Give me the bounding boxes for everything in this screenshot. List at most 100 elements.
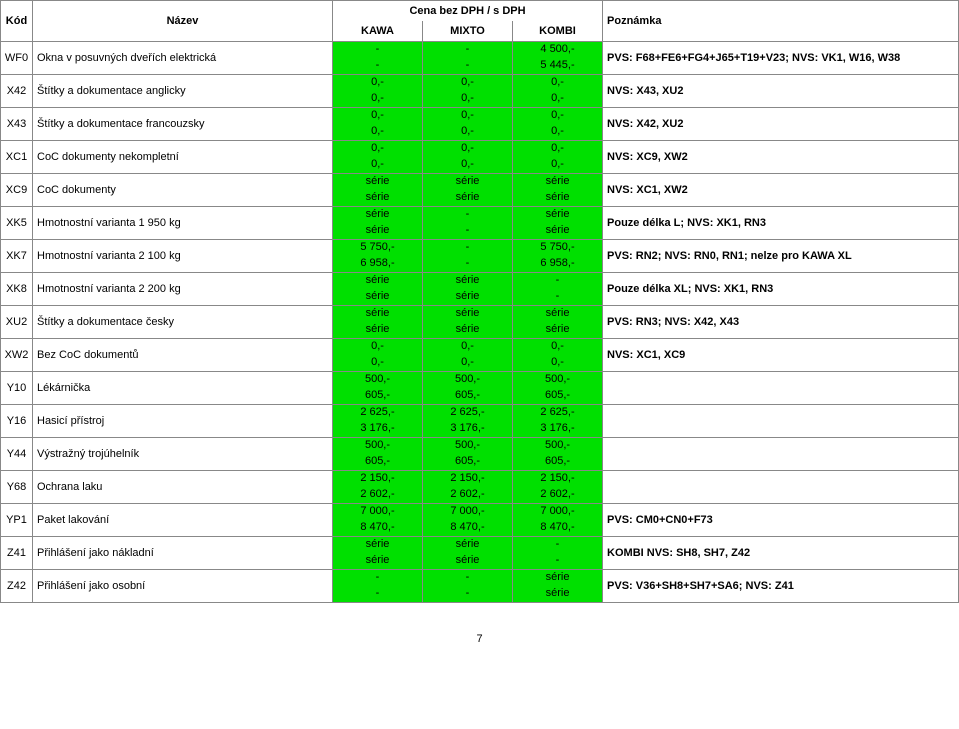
- page-number: 7: [0, 633, 959, 645]
- price-with-vat: 0,-: [333, 124, 422, 140]
- price-with-vat: série: [513, 223, 602, 239]
- price-no-vat: série: [513, 207, 602, 223]
- price-no-vat: -: [423, 240, 512, 256]
- price-no-vat: -: [513, 537, 602, 553]
- price-with-vat: série: [513, 586, 602, 602]
- cell-nazev: Hmotnostní varianta 1 950 kg: [33, 207, 333, 240]
- table-row: Z42Přihlášení jako osobní----sériesérieP…: [1, 570, 959, 603]
- cell-price-kombi: 2 150,-2 602,-: [513, 471, 603, 504]
- cell-kod: Z41: [1, 537, 33, 570]
- cell-nazev: CoC dokumenty nekompletní: [33, 141, 333, 174]
- price-with-vat: 0,-: [513, 91, 602, 107]
- price-with-vat: 8 470,-: [333, 520, 422, 536]
- cell-nazev: Štítky a dokumentace anglicky: [33, 75, 333, 108]
- price-with-vat: 0,-: [423, 91, 512, 107]
- table-row: XC1CoC dokumenty nekompletní0,-0,-0,-0,-…: [1, 141, 959, 174]
- cell-poznamka: KOMBI NVS: SH8, SH7, Z42: [603, 537, 959, 570]
- price-with-vat: 0,-: [513, 157, 602, 173]
- cell-poznamka: PVS: V36+SH8+SH7+SA6; NVS: Z41: [603, 570, 959, 603]
- cell-price-kombi: --: [513, 273, 603, 306]
- cell-price-kawa: 500,-605,-: [333, 438, 423, 471]
- cell-poznamka: Pouze délka L; NVS: XK1, RN3: [603, 207, 959, 240]
- table-row: Y68Ochrana laku2 150,-2 602,-2 150,-2 60…: [1, 471, 959, 504]
- price-no-vat: 0,-: [333, 108, 422, 124]
- price-with-vat: -: [423, 223, 512, 239]
- price-with-vat: 605,-: [333, 454, 422, 470]
- price-no-vat: 5 750,-: [333, 240, 422, 256]
- table-row: Y16Hasicí přístroj2 625,-3 176,-2 625,-3…: [1, 405, 959, 438]
- cell-price-kombi: 0,-0,-: [513, 339, 603, 372]
- cell-price-mixto: --: [423, 570, 513, 603]
- price-no-vat: 0,-: [333, 75, 422, 91]
- table-row: Z41Přihlášení jako nákladnísériesériesér…: [1, 537, 959, 570]
- price-with-vat: 605,-: [423, 388, 512, 404]
- cell-price-mixto: 7 000,-8 470,-: [423, 504, 513, 537]
- cell-kod: Y68: [1, 471, 33, 504]
- cell-poznamka: [603, 405, 959, 438]
- price-with-vat: -: [423, 58, 512, 74]
- price-no-vat: -: [513, 273, 602, 289]
- cell-poznamka: [603, 438, 959, 471]
- price-with-vat: 8 470,-: [423, 520, 512, 536]
- cell-price-mixto: --: [423, 207, 513, 240]
- price-with-vat: 0,-: [333, 355, 422, 371]
- price-no-vat: 500,-: [333, 372, 422, 388]
- price-with-vat: 0,-: [333, 91, 422, 107]
- price-with-vat: -: [513, 553, 602, 569]
- cell-price-mixto: --: [423, 42, 513, 75]
- price-no-vat: 0,-: [513, 339, 602, 355]
- price-with-vat: série: [333, 223, 422, 239]
- price-with-vat: 605,-: [513, 388, 602, 404]
- cell-poznamka: PVS: CM0+CN0+F73: [603, 504, 959, 537]
- price-no-vat: série: [333, 207, 422, 223]
- table-row: YP1Paket lakování7 000,-8 470,-7 000,-8 …: [1, 504, 959, 537]
- price-no-vat: -: [423, 570, 512, 586]
- price-with-vat: 8 470,-: [513, 520, 602, 536]
- cell-poznamka: Pouze délka XL; NVS: XK1, RN3: [603, 273, 959, 306]
- cell-price-mixto: --: [423, 240, 513, 273]
- price-with-vat: série: [333, 322, 422, 338]
- price-no-vat: série: [513, 174, 602, 190]
- cell-nazev: Hmotnostní varianta 2 100 kg: [33, 240, 333, 273]
- cell-kod: Y10: [1, 372, 33, 405]
- price-with-vat: 605,-: [333, 388, 422, 404]
- cell-nazev: Lékárnička: [33, 372, 333, 405]
- price-no-vat: série: [423, 174, 512, 190]
- price-no-vat: 0,-: [513, 75, 602, 91]
- price-with-vat: 2 602,-: [513, 487, 602, 503]
- price-with-vat: série: [423, 553, 512, 569]
- price-with-vat: 0,-: [423, 355, 512, 371]
- cell-price-kombi: 500,-605,-: [513, 372, 603, 405]
- price-no-vat: série: [333, 306, 422, 322]
- cell-kod: XK5: [1, 207, 33, 240]
- hdr-kawa: KAWA: [333, 21, 423, 42]
- cell-nazev: Hasicí přístroj: [33, 405, 333, 438]
- price-with-vat: 0,-: [423, 157, 512, 173]
- cell-price-mixto: 2 625,-3 176,-: [423, 405, 513, 438]
- table-body: WF0Okna v posuvných dveřích elektrická--…: [1, 42, 959, 603]
- cell-price-kawa: 5 750,-6 958,-: [333, 240, 423, 273]
- price-with-vat: 605,-: [423, 454, 512, 470]
- cell-price-kombi: 0,-0,-: [513, 75, 603, 108]
- cell-nazev: Hmotnostní varianta 2 200 kg: [33, 273, 333, 306]
- pricelist-table: Kód Název Cena bez DPH / s DPH Poznámka …: [0, 0, 959, 603]
- price-no-vat: 0,-: [423, 339, 512, 355]
- cell-nazev: Výstražný trojúhelník: [33, 438, 333, 471]
- price-with-vat: 0,-: [513, 355, 602, 371]
- price-no-vat: série: [513, 570, 602, 586]
- price-no-vat: 2 625,-: [513, 405, 602, 421]
- price-no-vat: 0,-: [423, 141, 512, 157]
- hdr-nazev: Název: [33, 1, 333, 42]
- cell-price-kombi: 0,-0,-: [513, 141, 603, 174]
- cell-nazev: Bez CoC dokumentů: [33, 339, 333, 372]
- price-with-vat: série: [423, 190, 512, 206]
- cell-poznamka: NVS: XC9, XW2: [603, 141, 959, 174]
- price-no-vat: série: [333, 174, 422, 190]
- cell-kod: XK7: [1, 240, 33, 273]
- cell-price-kombi: 500,-605,-: [513, 438, 603, 471]
- table-row: Y44Výstražný trojúhelník500,-605,-500,-6…: [1, 438, 959, 471]
- price-no-vat: -: [423, 207, 512, 223]
- cell-price-kombi: sériesérie: [513, 174, 603, 207]
- cell-price-kawa: 0,-0,-: [333, 141, 423, 174]
- price-with-vat: 605,-: [513, 454, 602, 470]
